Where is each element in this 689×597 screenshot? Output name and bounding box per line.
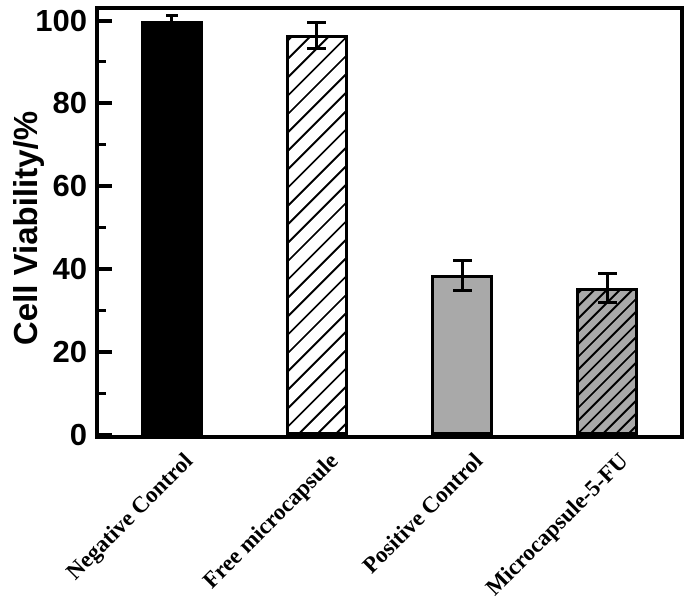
y-major-tick-80 bbox=[99, 101, 112, 106]
y-minor-tick-70 bbox=[99, 143, 106, 147]
x-label-negative-control: Negative Control bbox=[61, 448, 198, 585]
y-major-tick-20 bbox=[99, 350, 112, 355]
y-major-tick-40 bbox=[99, 267, 112, 272]
y-tick-label-40: 40 bbox=[52, 251, 87, 287]
bar-microcapsule-5-fu bbox=[576, 287, 639, 435]
y-major-tick-100 bbox=[99, 18, 112, 23]
y-minor-tick-30 bbox=[99, 309, 106, 313]
error-cap-top-free-microcapsule bbox=[307, 20, 327, 24]
error-cap-bottom-positive-control bbox=[452, 288, 472, 292]
y-minor-tick-90 bbox=[99, 60, 106, 64]
y-tick-label-100: 100 bbox=[35, 2, 87, 38]
error-cap-bottom-negative-control bbox=[165, 23, 178, 27]
y-tick-label-20: 20 bbox=[52, 334, 87, 370]
error-bar-positive-control bbox=[460, 258, 464, 292]
y-minor-tick-50 bbox=[99, 226, 106, 230]
x-label-positive-control: Positive Control bbox=[357, 448, 488, 578]
y-axis-title: Cell Viability/% bbox=[7, 110, 44, 346]
error-cap-top-positive-control bbox=[452, 258, 472, 262]
error-cap-top-microcapsule-5-fu bbox=[597, 272, 617, 276]
plot-area bbox=[95, 6, 684, 439]
y-tick-label-0: 0 bbox=[69, 417, 87, 452]
y-tick-label-60: 60 bbox=[52, 168, 87, 204]
y-major-tick-60 bbox=[99, 184, 112, 189]
y-tick-label-80: 80 bbox=[52, 85, 87, 121]
error-bar-microcapsule-5-fu bbox=[605, 272, 609, 304]
x-label-free-microcapsule: Free microcapsule bbox=[197, 448, 343, 593]
error-bar-negative-control bbox=[170, 14, 174, 27]
error-cap-top-negative-control bbox=[165, 14, 178, 18]
error-bar-free-microcapsule bbox=[315, 20, 319, 50]
bar-free-microcapsule bbox=[285, 35, 348, 435]
bar-positive-control bbox=[431, 275, 494, 435]
x-label-microcapsule-5-fu: Microcapsule-5-FU bbox=[481, 448, 634, 597]
y-minor-tick-10 bbox=[99, 392, 106, 396]
y-major-tick-0 bbox=[99, 433, 112, 437]
error-cap-bottom-free-microcapsule bbox=[307, 46, 327, 50]
bar-negative-control bbox=[140, 20, 203, 435]
error-cap-bottom-microcapsule-5-fu bbox=[597, 300, 617, 304]
